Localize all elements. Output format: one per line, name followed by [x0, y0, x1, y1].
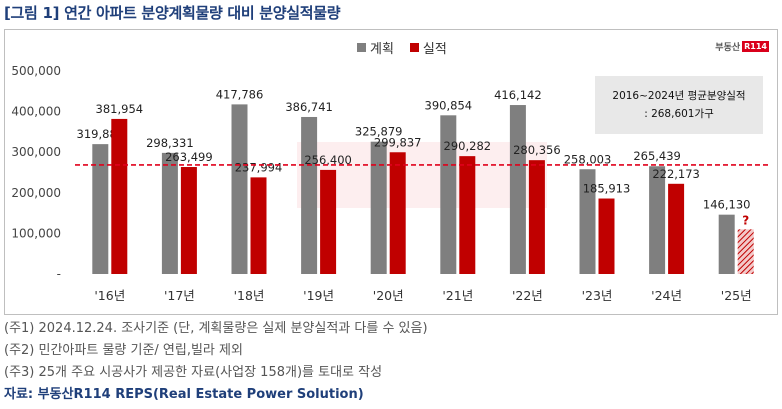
data-label-actual: 185,913	[583, 182, 631, 196]
data-label-actual: 299,837	[374, 135, 422, 149]
bar-actual	[320, 169, 337, 274]
data-label-plan: 265,439	[633, 149, 681, 163]
bar-actual	[389, 152, 406, 274]
logo-badge: R114	[742, 41, 769, 52]
x-tick-label: '18년	[234, 288, 265, 303]
data-label-plan: 416,142	[494, 88, 542, 102]
legend-label-plan: 계획	[370, 42, 394, 57]
bar-plan	[440, 115, 457, 274]
x-tick-label: '19년	[303, 288, 334, 303]
data-label-plan: 146,130	[703, 198, 751, 212]
bar-plan	[301, 116, 318, 274]
bar-plan	[579, 169, 596, 274]
note-1: (주1) 2024.12.24. 조사기준 (단, 계획물량은 실제 분양실적과…	[4, 321, 428, 336]
legend-swatch-actual	[409, 43, 419, 52]
bar-actual	[598, 198, 615, 274]
x-tick-label: '24년	[651, 288, 682, 303]
callout-line1: 2016~2024년 평균분양실적	[612, 90, 746, 102]
data-label-actual: 263,499	[165, 150, 213, 164]
bar-actual	[250, 177, 267, 274]
note-3: (주3) 25개 주요 시공사가 제공한 자료(사업장 158개)를 토대로 작…	[4, 365, 383, 380]
bar-actual	[459, 156, 476, 274]
callout-line2: : 268,601가구	[644, 108, 714, 120]
x-tick-label: '20년	[373, 288, 404, 303]
x-tick-label: '22년	[512, 288, 543, 303]
data-label-actual: 222,173	[652, 167, 700, 181]
note-2: (주2) 민간아파트 물량 기준/ 연립,빌라 제외	[4, 343, 243, 358]
data-label-actual: 237,994	[235, 160, 283, 174]
legend: 계획 실적	[357, 38, 447, 57]
watermark	[297, 142, 547, 208]
x-tick-label: '17년	[164, 288, 195, 303]
x-tick-label: '16년	[94, 288, 125, 303]
y-tick-label: 100,000	[11, 226, 61, 240]
data-label-actual: 381,954	[96, 102, 144, 116]
bar-plan	[370, 141, 387, 274]
bar-actual-unknown	[737, 229, 754, 274]
bar-actual	[528, 160, 545, 274]
data-label-unknown: ?	[742, 213, 749, 227]
legend-item-actual: 실적	[409, 38, 447, 57]
figure-title: [그림 1] 연간 아파트 분양계획물량 대비 분양실적물량	[4, 4, 341, 22]
x-tick-label: '23년	[582, 288, 613, 303]
data-label-plan: 386,741	[285, 100, 333, 114]
bar-chart: -100,000200,000300,000400,000500,000319,…	[11, 64, 771, 303]
data-label-actual: 280,356	[513, 143, 561, 157]
y-tick-label: 400,000	[11, 105, 61, 119]
bar-actual	[668, 183, 685, 274]
brand-logo: 부동산 R114	[715, 40, 769, 53]
bar-plan	[718, 214, 735, 274]
data-label-plan: 298,331	[146, 136, 194, 150]
data-label-plan: 325,879	[355, 125, 403, 139]
footnotes: (주1) 2024.12.24. 조사기준 (단, 계획물량은 실제 분양실적과…	[4, 318, 428, 406]
y-tick-label: -	[57, 267, 61, 281]
y-tick-label: 200,000	[11, 186, 61, 200]
y-tick-label: 300,000	[11, 145, 61, 159]
bar-plan	[231, 104, 248, 275]
average-callout: 2016~2024년 평균분양실적 : 268,601가구	[595, 76, 763, 134]
bar-actual	[111, 118, 128, 275]
data-label-actual: 256,400	[304, 153, 352, 167]
x-tick-label: '21년	[442, 288, 473, 303]
data-label-plan: 390,854	[425, 98, 473, 112]
bar-plan	[649, 166, 666, 274]
logo-text: 부동산	[715, 43, 741, 53]
data-label-actual: 290,282	[444, 139, 492, 153]
source-line: 자료: 부동산R114 REPS(Real Estate Power Solut…	[4, 387, 364, 402]
legend-swatch-plan	[357, 43, 366, 52]
legend-item-plan: 계획	[357, 38, 394, 57]
y-tick-label: 500,000	[11, 64, 61, 78]
data-label-plan: 258,003	[564, 152, 612, 166]
x-tick-label: '25년	[721, 288, 752, 303]
bar-plan	[92, 144, 109, 274]
data-label-plan: 417,786	[216, 87, 264, 101]
legend-label-actual: 실적	[422, 42, 447, 57]
bar-plan	[161, 152, 178, 274]
chart-frame: -100,000 200,000 300,000 400,000 500,000 319,…	[4, 29, 778, 315]
bar-actual	[180, 167, 197, 274]
bar-plan	[509, 105, 526, 274]
